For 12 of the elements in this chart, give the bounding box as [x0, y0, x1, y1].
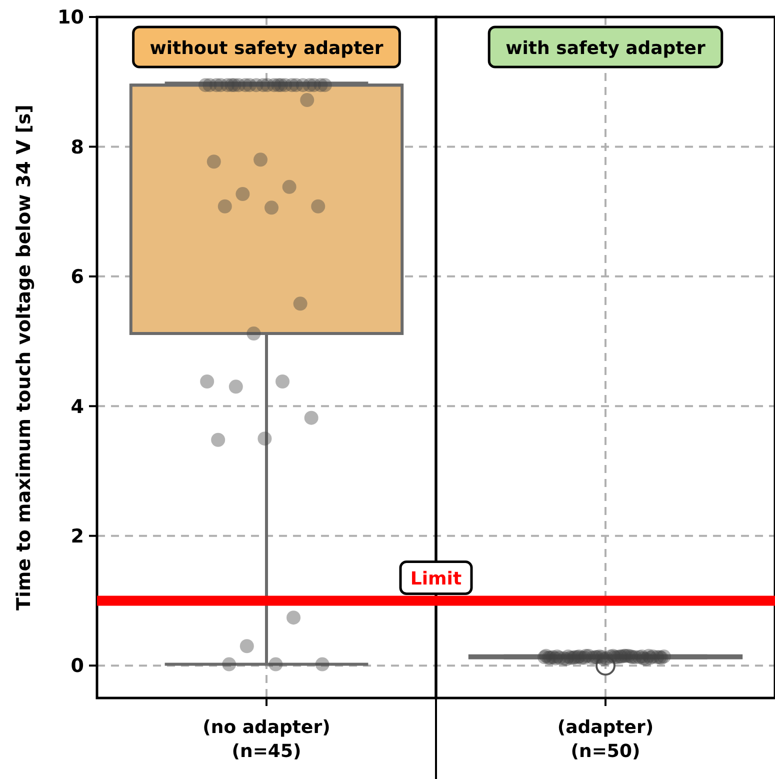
y-tick-label: 6 [70, 266, 84, 288]
y-axis-title: Time to maximum touch voltage below 34 V [s] [13, 104, 35, 610]
y-tick-label: 2 [70, 526, 84, 548]
annotation: without safety adapter [150, 38, 384, 59]
x-tick-label: (adapter) (n=50) [557, 717, 654, 762]
y-tick-label: 0 [70, 655, 84, 678]
annotation: with safety adapter [506, 38, 706, 59]
y-tick-label: 10 [58, 6, 84, 29]
y-tick-label: 8 [70, 136, 84, 158]
y-tick-label: 4 [70, 396, 84, 418]
x-tick-label: (no adapter) (n=45) [202, 717, 330, 762]
ref-line-label: Limit [410, 568, 462, 590]
